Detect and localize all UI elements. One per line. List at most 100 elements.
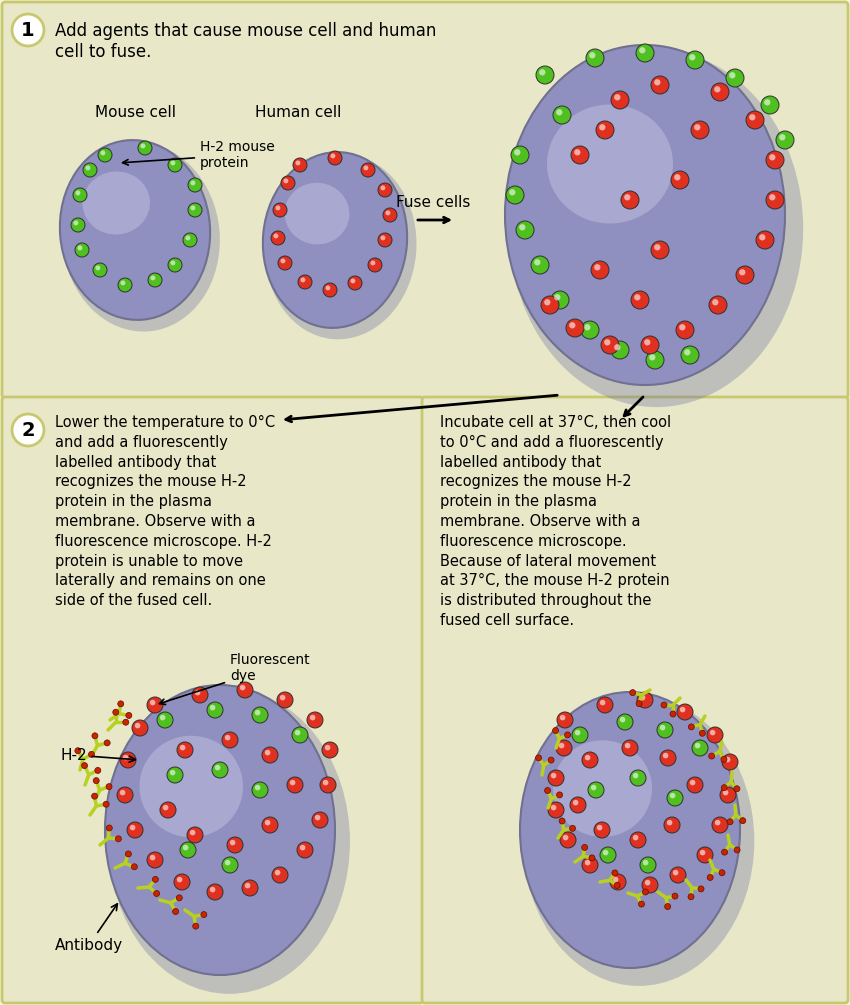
Circle shape xyxy=(103,801,109,807)
Circle shape xyxy=(736,266,754,284)
Circle shape xyxy=(290,780,296,785)
Circle shape xyxy=(676,321,694,339)
Circle shape xyxy=(326,285,331,290)
Circle shape xyxy=(252,782,268,798)
Circle shape xyxy=(105,740,110,746)
Circle shape xyxy=(348,276,362,290)
Circle shape xyxy=(557,712,573,728)
Circle shape xyxy=(712,299,718,306)
Circle shape xyxy=(740,818,745,824)
Circle shape xyxy=(707,874,713,880)
Circle shape xyxy=(553,106,571,124)
Circle shape xyxy=(740,269,745,275)
Circle shape xyxy=(756,231,774,249)
Circle shape xyxy=(688,724,694,730)
Circle shape xyxy=(171,161,175,166)
Circle shape xyxy=(548,757,554,763)
Circle shape xyxy=(160,802,176,818)
Circle shape xyxy=(93,263,107,277)
Circle shape xyxy=(75,748,81,754)
Circle shape xyxy=(548,802,564,818)
Circle shape xyxy=(582,752,598,768)
Circle shape xyxy=(764,99,770,106)
Circle shape xyxy=(113,710,119,716)
Circle shape xyxy=(511,146,529,164)
Circle shape xyxy=(715,820,721,825)
Circle shape xyxy=(190,181,196,185)
Ellipse shape xyxy=(82,172,150,234)
Circle shape xyxy=(680,707,685,713)
Circle shape xyxy=(557,792,563,798)
Circle shape xyxy=(300,277,305,282)
Circle shape xyxy=(76,191,81,195)
Circle shape xyxy=(556,740,572,756)
Circle shape xyxy=(298,275,312,289)
Circle shape xyxy=(776,131,794,149)
Circle shape xyxy=(154,890,160,896)
Circle shape xyxy=(686,51,704,69)
Circle shape xyxy=(709,753,715,759)
Circle shape xyxy=(722,790,728,795)
Circle shape xyxy=(636,700,642,707)
Circle shape xyxy=(637,692,653,708)
Circle shape xyxy=(188,203,202,217)
Circle shape xyxy=(127,822,143,838)
Circle shape xyxy=(328,151,342,165)
Circle shape xyxy=(597,825,603,830)
Ellipse shape xyxy=(139,736,243,837)
Circle shape xyxy=(640,857,656,873)
Circle shape xyxy=(769,194,775,200)
Circle shape xyxy=(649,354,655,361)
Circle shape xyxy=(712,817,728,833)
Circle shape xyxy=(92,793,98,799)
Circle shape xyxy=(12,414,44,446)
Circle shape xyxy=(551,805,557,810)
Circle shape xyxy=(227,837,243,853)
Circle shape xyxy=(126,713,132,719)
Circle shape xyxy=(601,336,619,354)
Circle shape xyxy=(726,69,744,87)
Ellipse shape xyxy=(265,155,416,340)
Circle shape xyxy=(554,294,560,300)
Circle shape xyxy=(323,283,337,297)
Circle shape xyxy=(552,728,558,734)
Circle shape xyxy=(150,275,156,280)
Circle shape xyxy=(613,876,619,882)
Circle shape xyxy=(719,869,725,875)
Circle shape xyxy=(645,879,650,885)
Circle shape xyxy=(589,52,596,58)
Circle shape xyxy=(729,72,735,78)
Circle shape xyxy=(594,264,600,270)
Circle shape xyxy=(271,231,285,245)
Circle shape xyxy=(350,278,355,283)
Circle shape xyxy=(665,903,671,910)
Circle shape xyxy=(690,780,695,785)
Circle shape xyxy=(582,857,598,873)
Circle shape xyxy=(721,757,727,763)
FancyBboxPatch shape xyxy=(2,2,848,398)
Circle shape xyxy=(280,258,286,263)
Circle shape xyxy=(711,83,729,100)
Ellipse shape xyxy=(520,692,740,968)
Circle shape xyxy=(610,874,626,890)
Ellipse shape xyxy=(285,183,349,244)
Circle shape xyxy=(185,235,190,240)
Circle shape xyxy=(95,265,100,270)
Circle shape xyxy=(560,715,565,721)
Circle shape xyxy=(116,836,122,842)
Circle shape xyxy=(651,76,669,94)
Circle shape xyxy=(230,840,235,845)
Circle shape xyxy=(176,894,182,900)
Circle shape xyxy=(296,161,300,166)
Circle shape xyxy=(597,697,613,713)
Circle shape xyxy=(594,822,610,838)
Text: Incubate cell at 37°C, then cool
to 0°C and add a fluorescently
labelled antibod: Incubate cell at 37°C, then cool to 0°C … xyxy=(440,415,672,628)
Circle shape xyxy=(292,727,308,743)
Circle shape xyxy=(307,712,323,728)
Circle shape xyxy=(122,720,129,726)
Circle shape xyxy=(514,149,520,156)
Circle shape xyxy=(734,786,740,792)
Circle shape xyxy=(531,256,549,274)
Circle shape xyxy=(130,825,135,830)
Circle shape xyxy=(642,877,658,893)
